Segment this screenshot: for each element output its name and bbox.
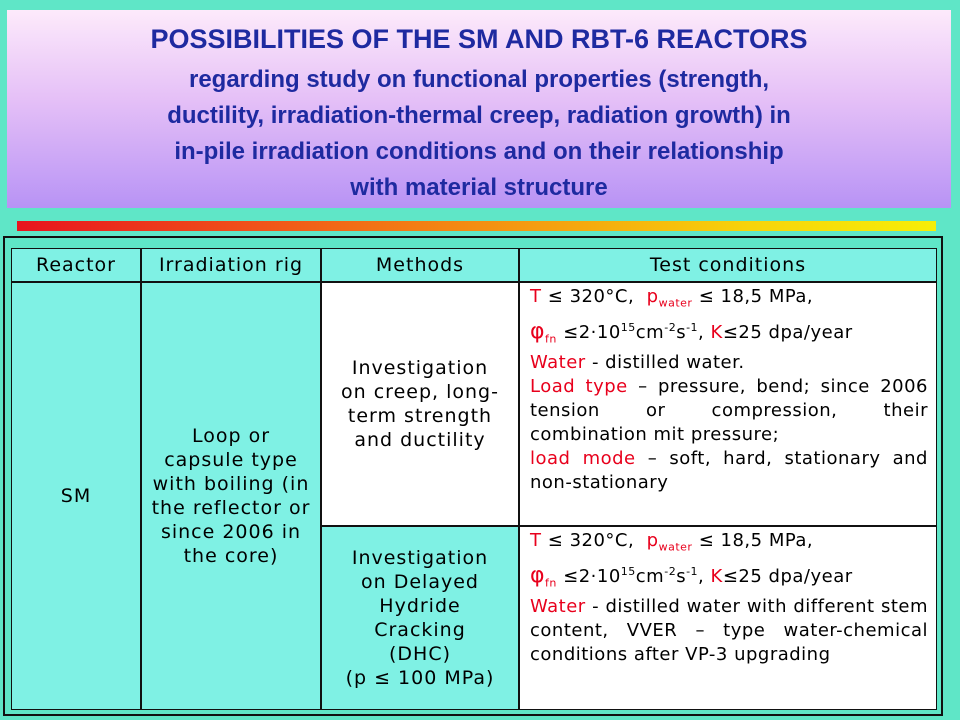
le-symbol: ≤ xyxy=(547,286,564,307)
load-mode-label: load mode xyxy=(530,448,636,470)
header-reactor: Reactor xyxy=(11,248,141,282)
title-panel: POSSIBILITIES OF THE SM AND RBT-6 REACTO… xyxy=(7,10,951,208)
rig-line: Loop or xyxy=(191,425,271,447)
water-label: Water xyxy=(530,352,586,374)
water-label: Water xyxy=(530,596,586,618)
flux-comma: , xyxy=(698,565,705,587)
load-type-text: – pressure, bend; since 2006 tension or … xyxy=(530,376,928,446)
header-irradiation-rig: Irradiation rig xyxy=(141,248,321,282)
subtitle-line: ductility, irradiation-thermal creep, ra… xyxy=(167,102,791,129)
pressure-value: 18,5 MPa, xyxy=(720,286,814,307)
le-symbol: ≤ xyxy=(698,286,715,307)
subtitle-line: in-pile irradiation conditions and on th… xyxy=(174,138,784,165)
title-subtitle: regarding study on functional properties… xyxy=(57,62,901,206)
methods-line: Investigation xyxy=(351,547,489,569)
flux-exponent: -1 xyxy=(686,564,699,578)
le-symbol: ≤ xyxy=(722,565,739,587)
pressure-value: 18,5 MPa, xyxy=(720,530,814,551)
flux-unit-cm: cm xyxy=(635,321,665,343)
le-symbol: ≤ xyxy=(722,321,739,343)
methods-text: Investigation on creep, long- term stren… xyxy=(341,356,499,452)
flux-comma: , xyxy=(698,321,705,343)
methods-line: on Delayed xyxy=(361,571,479,593)
methods-text: Investigation on Delayed Hydride Crackin… xyxy=(346,546,495,690)
flux-exponent: -2 xyxy=(664,564,677,578)
damage-rate-value: 25 dpa/year xyxy=(738,565,853,587)
flux-subscript: fn xyxy=(545,332,557,346)
flux-mantissa: 2·10 xyxy=(578,565,621,587)
rig-line: since 2006 in xyxy=(160,521,302,543)
pressure-subscript: water xyxy=(658,540,693,554)
rig-line: with boiling (in xyxy=(152,473,310,495)
methods-line: Hydride xyxy=(379,595,461,617)
subtitle-line: with material structure xyxy=(350,174,608,201)
flux-exponent: -1 xyxy=(686,320,699,334)
load-type-label: Load type xyxy=(530,376,628,398)
header-methods: Methods xyxy=(321,248,519,282)
flux-symbol: φ xyxy=(530,318,546,344)
temperature-value: 320°C, xyxy=(569,530,635,551)
irradiation-rig-text: Loop or capsule type with boiling (in th… xyxy=(152,424,311,568)
methods-line: Investigation xyxy=(351,357,489,379)
temperature-label: T xyxy=(530,286,542,307)
pressure-subscript: water xyxy=(658,296,693,310)
reactor-cell: SM xyxy=(11,282,141,710)
le-symbol: ≤ xyxy=(547,530,564,551)
flux-unit-s: s xyxy=(676,565,687,587)
methods-line: term strength xyxy=(347,405,493,427)
temperature-value: 320°C, xyxy=(569,286,635,307)
reactor-name: SM xyxy=(60,485,92,507)
flux-exponent: 15 xyxy=(620,320,636,334)
load-mode-line: load mode – soft, hard, stationary and n… xyxy=(530,447,928,495)
damage-rate-label: K xyxy=(710,565,723,587)
flux-mantissa: 2·10 xyxy=(578,321,621,343)
water-line: Water - distilled water with different s… xyxy=(530,595,928,667)
rig-line: the reflector or xyxy=(151,497,311,519)
damage-rate-value: 25 dpa/year xyxy=(738,321,853,343)
le-symbol: ≤ xyxy=(698,530,715,551)
pressure-label: p xyxy=(646,530,659,551)
temperature-pressure-line: T ≤ 320°C, pwater ≤ 18,5 MPa, xyxy=(530,285,928,316)
methods-line: Cracking xyxy=(374,619,466,641)
flux-unit-cm: cm xyxy=(635,565,665,587)
flux-symbol: φ xyxy=(530,562,546,588)
methods-cell-dhc: Investigation on Delayed Hydride Crackin… xyxy=(321,526,519,710)
le-symbol: ≤ xyxy=(563,565,579,587)
flux-exponent: 15 xyxy=(620,564,636,578)
le-symbol: ≤ xyxy=(563,321,579,343)
temperature-label: T xyxy=(530,530,542,551)
header-test-conditions: Test conditions xyxy=(519,248,937,282)
test-conditions-cell-dhc: T ≤ 320°C, pwater ≤ 18,5 MPa, φfn ≤2·101… xyxy=(519,526,937,710)
gradient-divider xyxy=(17,221,936,231)
water-text: - distilled water with different stem co… xyxy=(530,596,928,666)
load-type-line: Load type – pressure, bend; since 2006 t… xyxy=(530,375,928,447)
methods-line: (DHC) xyxy=(388,643,451,665)
flux-line: φfn ≤2·1015cm-2s-1, K≤25 dpa/year xyxy=(530,560,928,596)
methods-line: and ductility xyxy=(354,429,486,451)
flux-exponent: -2 xyxy=(664,320,677,334)
methods-cell-creep: Investigation on creep, long- term stren… xyxy=(321,282,519,526)
methods-line: on creep, long- xyxy=(341,381,499,403)
conditions-table: Reactor Irradiation rig Methods Test con… xyxy=(3,236,943,716)
rig-line: the core) xyxy=(183,545,279,567)
flux-line: φfn ≤2·1015cm-2s-1, K≤25 dpa/year xyxy=(530,316,928,352)
water-text: - distilled water. xyxy=(585,352,745,374)
water-line: Water - distilled water. xyxy=(530,351,928,375)
flux-unit-s: s xyxy=(676,321,687,343)
test-conditions-cell-creep: T ≤ 320°C, pwater ≤ 18,5 MPa, φfn ≤2·101… xyxy=(519,282,937,526)
pressure-label: p xyxy=(646,286,659,307)
title-main: POSSIBILITIES OF THE SM AND RBT-6 REACTO… xyxy=(150,24,808,54)
damage-rate-label: K xyxy=(710,321,723,343)
methods-line: (p ≤ 100 MPa) xyxy=(345,667,495,689)
flux-subscript: fn xyxy=(545,576,557,590)
temperature-pressure-line: T ≤ 320°C, pwater ≤ 18,5 MPa, xyxy=(530,529,928,560)
subtitle-line: regarding study on functional properties… xyxy=(188,66,770,93)
load-mode-text: – soft, hard, stationary and non-station… xyxy=(530,448,928,494)
rig-line: capsule type xyxy=(164,449,298,471)
irradiation-rig-cell: Loop or capsule type with boiling (in th… xyxy=(141,282,321,710)
